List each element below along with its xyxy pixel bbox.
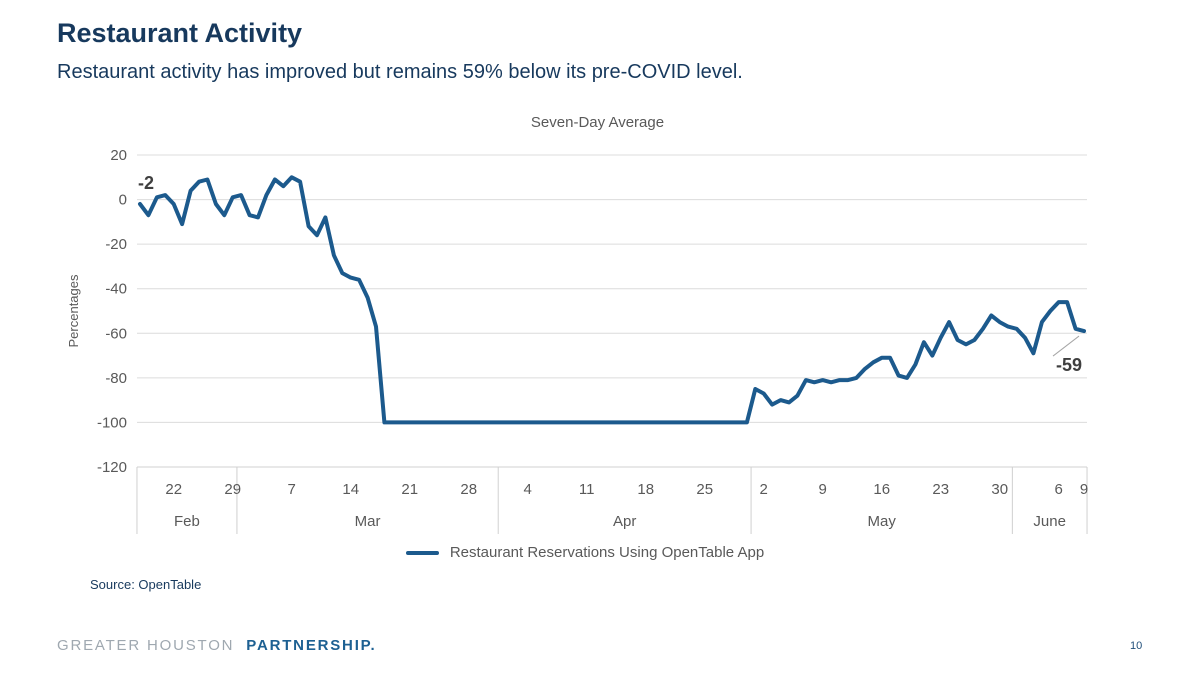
x-tick-label: 29 [224,481,241,498]
page-title: Restaurant Activity [57,18,303,48]
legend-line-swatch [405,550,439,555]
y-tick-label: -60 [105,325,127,342]
y-tick-label: -40 [105,281,127,298]
x-tick-label: 16 [873,481,890,498]
x-month-label: Feb [174,513,200,530]
x-tick-label: 11 [579,481,595,498]
x-tick-label: 6 [1055,481,1063,498]
page-subtitle: Restaurant activity has improved but rem… [57,61,743,83]
x-month-label: Apr [613,513,636,530]
brand-logo-bold: PARTNERSHIP. [246,637,377,654]
x-tick-label: 9 [1080,481,1088,498]
y-tick-label: -120 [97,459,127,476]
series-line [138,175,1086,425]
data-label: -2 [138,173,154,193]
brand-logo-light: GREATER HOUSTON [57,637,235,654]
data-label: -59 [1056,355,1082,375]
x-tick-label: 18 [637,481,654,498]
y-tick-label: 0 [119,192,127,209]
x-tick-label: 21 [401,481,418,498]
x-month-label: June [1033,513,1066,530]
y-tick-label: 20 [110,147,127,164]
label-leader-line [1052,335,1080,357]
page-number: 10 [1130,640,1143,652]
x-tick-label: 4 [524,481,532,498]
x-tick-label: 14 [342,481,359,498]
x-tick-label: 30 [991,481,1008,498]
x-month-label: May [868,513,897,530]
brand-logo: GREATER HOUSTON PARTNERSHIP. [57,637,377,654]
chart-title: Seven-Day Average [530,114,665,131]
y-tick-label: -100 [97,414,127,431]
x-tick-label: 7 [288,481,296,498]
y-tick-label: -80 [105,370,127,387]
y-tick-label: -20 [105,236,127,253]
x-tick-label: 2 [760,481,768,498]
x-month-label: Mar [355,513,381,530]
x-tick-label: 22 [165,481,182,498]
legend-label: Restaurant Reservations Using OpenTable … [449,544,765,561]
x-tick-label: 28 [460,481,477,498]
source-note: Source: OpenTable [90,577,202,592]
x-tick-label: 9 [819,481,827,498]
x-tick-label: 25 [696,481,713,498]
x-tick-label: 23 [932,481,949,498]
chart-legend: Restaurant Reservations Using OpenTable … [0,544,1170,561]
y-axis-title: Percentages [66,274,81,347]
